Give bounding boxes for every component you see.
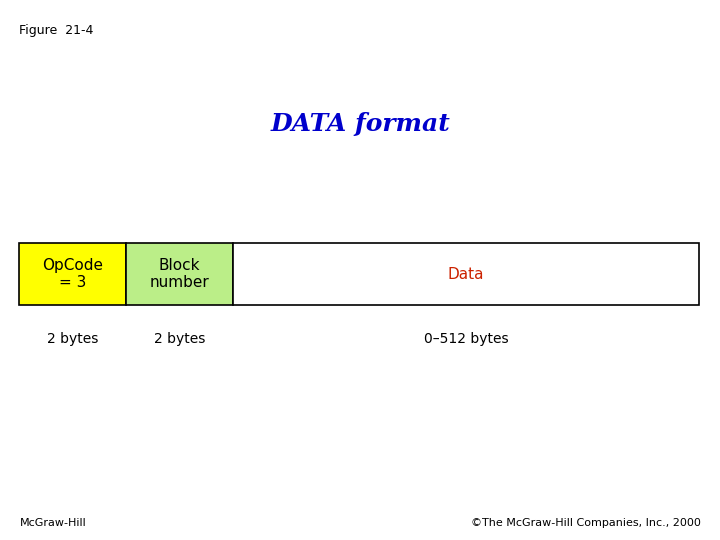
Text: Block
number: Block number xyxy=(150,258,209,291)
Text: ©The McGraw-Hill Companies, Inc., 2000: ©The McGraw-Hill Companies, Inc., 2000 xyxy=(471,518,701,528)
Text: Figure  21-4: Figure 21-4 xyxy=(19,24,94,37)
Text: Data: Data xyxy=(448,267,484,281)
Text: 0–512 bytes: 0–512 bytes xyxy=(423,332,508,346)
Bar xyxy=(19,243,126,305)
Text: 2 bytes: 2 bytes xyxy=(47,332,99,346)
Bar xyxy=(126,243,233,305)
Text: McGraw-Hill: McGraw-Hill xyxy=(19,518,86,528)
Text: 2 bytes: 2 bytes xyxy=(153,332,205,346)
Bar xyxy=(233,243,699,305)
Text: OpCode
= 3: OpCode = 3 xyxy=(42,258,103,291)
Text: DATA format: DATA format xyxy=(270,112,450,136)
